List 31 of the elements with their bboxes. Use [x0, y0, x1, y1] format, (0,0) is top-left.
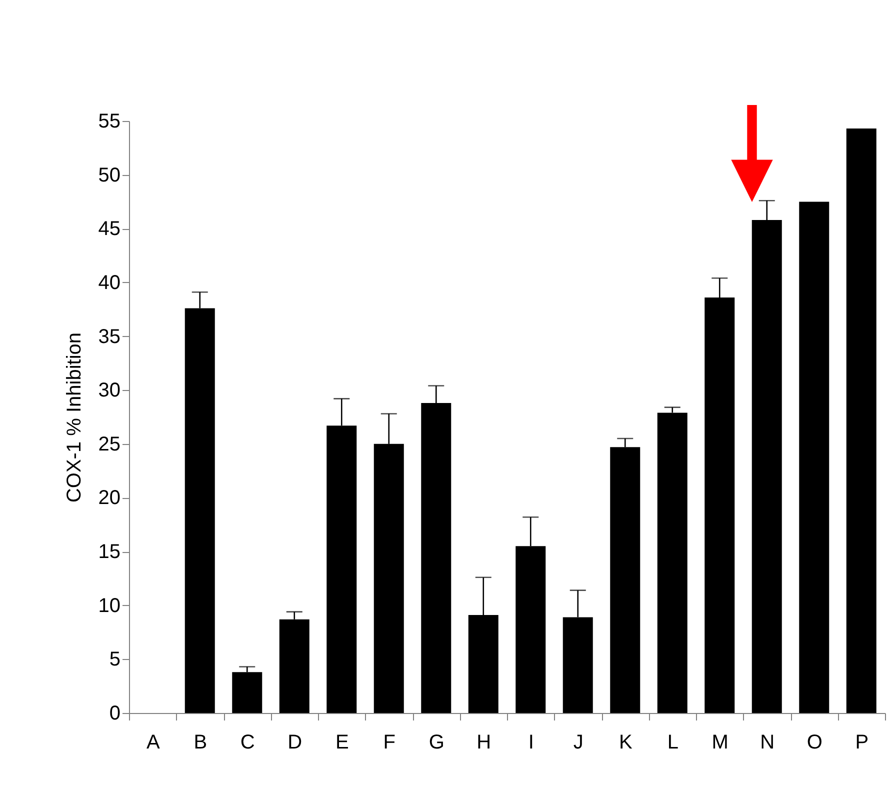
y-tick-label: 0 — [109, 702, 120, 724]
x-tick-label: E — [335, 732, 349, 754]
y-tick-label: 20 — [98, 487, 120, 510]
x-tick-label: D — [288, 732, 302, 754]
y-tick-label: 25 — [98, 433, 120, 456]
y-tick-label: 45 — [98, 218, 120, 240]
y-tick-label: 35 — [98, 326, 120, 348]
x-tick-label: L — [667, 732, 678, 754]
y-tick-label: 40 — [98, 272, 120, 294]
y-axis-title: COX-1 % Inhibition — [63, 332, 86, 503]
y-tick-label: 55 — [98, 110, 120, 132]
y-tick-label: 5 — [109, 648, 120, 671]
x-tick-label: C — [240, 732, 255, 754]
y-tick-label: 10 — [98, 594, 120, 617]
x-tick-label: P — [855, 732, 869, 754]
y-tick-label: 30 — [98, 380, 120, 402]
x-tick-label: N — [760, 732, 775, 754]
x-tick-label: O — [806, 732, 822, 754]
x-tick-label: A — [146, 732, 160, 754]
x-tick-label: I — [528, 732, 534, 754]
bar — [799, 202, 830, 713]
y-tick-label: 15 — [98, 541, 120, 564]
x-tick-label: H — [476, 732, 492, 754]
x-tick-label: M — [712, 732, 728, 754]
x-tick-label: J — [573, 732, 584, 754]
x-tick-label: G — [428, 732, 444, 754]
x-tick-label: F — [383, 732, 396, 754]
x-tick-label: B — [194, 732, 208, 754]
bar — [846, 128, 876, 713]
x-tick-label: K — [618, 732, 633, 754]
y-tick-label: 50 — [98, 164, 120, 186]
